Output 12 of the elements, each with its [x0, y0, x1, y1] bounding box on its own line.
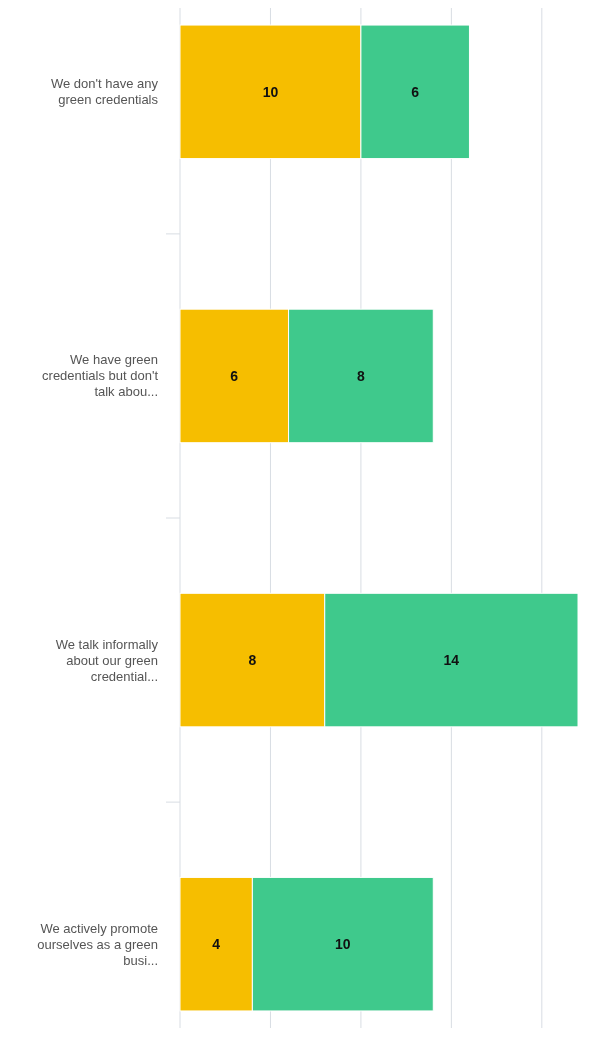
y-tick-label: We have green credentials but don't talk abou... — [42, 352, 159, 400]
y-tick-label: We talk informally about our green credential... — [55, 636, 159, 684]
data-label: 10 — [262, 83, 279, 100]
y-tick-label: We don't have any green credentials — [50, 76, 159, 108]
data-label: 4 — [212, 936, 221, 953]
data-label: 6 — [411, 83, 420, 100]
y-tick-label: We actively promote ourselves as a green busi... — [37, 920, 158, 968]
data-label: 10 — [335, 936, 351, 953]
data-label: 6 — [230, 367, 239, 384]
data-label: 8 — [248, 651, 257, 668]
data-label: 14 — [443, 651, 460, 668]
data-label: 8 — [357, 367, 366, 384]
